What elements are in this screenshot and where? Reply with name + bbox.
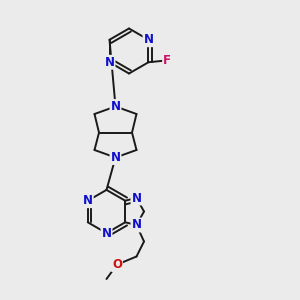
Text: N: N	[131, 218, 142, 232]
Text: N: N	[143, 33, 154, 46]
Text: N: N	[131, 191, 142, 205]
Text: F: F	[163, 54, 171, 67]
Text: N: N	[110, 100, 121, 113]
Text: O: O	[112, 258, 122, 271]
Text: N: N	[104, 56, 115, 69]
Text: N: N	[110, 151, 121, 164]
Text: N: N	[83, 194, 93, 207]
Text: N: N	[101, 226, 112, 240]
